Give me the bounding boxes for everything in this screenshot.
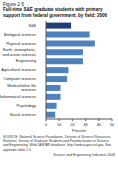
svg-text:Mathematical sciences: Mathematical sciences: [8, 95, 36, 99]
svg-text:Computer sciences: Computer sciences: [8, 78, 36, 82]
svg-text:Biological sciences: Biological sciences: [8, 33, 36, 37]
svg-text:10: 10: [57, 123, 61, 127]
html-text:Full-time S&E graduate student: Full-time S&E graduate students with pri…: [3, 7, 108, 18]
svg-text:Physical sciences: Physical sciences: [8, 42, 36, 46]
html-text:SOURCE: National Science Found: SOURCE: National Science Foundation, Div…: [3, 135, 112, 152]
svg-text:Social sciences: Social sciences: [10, 113, 36, 117]
svg-text:40: 40: [97, 123, 101, 127]
svg-text:Medical/other lifesciences: Medical/other lifesciences: [8, 84, 36, 92]
svg-text:20: 20: [70, 123, 74, 127]
svg-text:Engineering: Engineering: [16, 60, 36, 64]
svg-text:0: 0: [45, 123, 47, 127]
svg-text:Agricultural sciences: Agricultural sciences: [8, 69, 36, 73]
svg-text:Percent: Percent: [72, 128, 87, 133]
svg-text:Psychology: Psychology: [17, 104, 37, 108]
svg-text:50: 50: [110, 123, 111, 127]
html-text:Science and Engineering Indica: Science and Engineering Indicators 2008: [53, 152, 115, 157]
svg-text:S&E: S&E: [28, 24, 36, 28]
svg-text:Earth, atmospheric,and ocean s: Earth, atmospheric,and ocean sciences: [8, 49, 36, 57]
html-text:Figure 2-5: Figure 2-5: [3, 2, 24, 7]
svg-text:30: 30: [83, 123, 87, 127]
